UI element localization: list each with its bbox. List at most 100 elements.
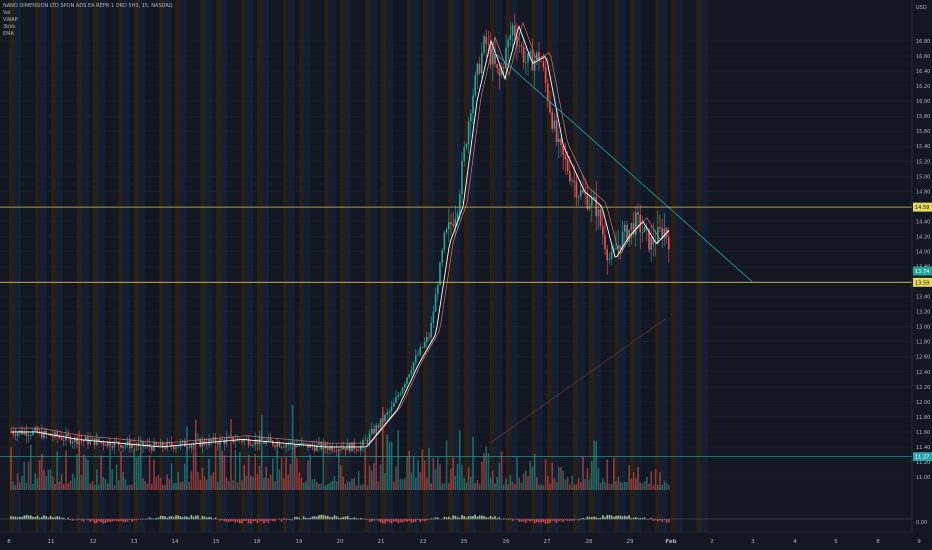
session-band-3-0 — [134, 0, 139, 532]
symbol-title[interactable]: NANO DIMENSION LTD SPON ADS EA REPR 1 OR… — [3, 3, 173, 9]
oscillator-bar-249 — [558, 519, 560, 521]
volume-bar-45 — [109, 449, 111, 490]
oscillator-bar-106 — [243, 519, 245, 521]
volume-bar-291 — [650, 471, 652, 490]
volume-bar-172 — [388, 442, 391, 490]
volume-bar-40 — [98, 484, 100, 490]
oscillator-bar-208 — [467, 516, 470, 520]
oscillator-bar-141 — [320, 514, 322, 520]
volume-bar-60 — [142, 478, 144, 490]
oscillator-bar-147 — [333, 515, 336, 520]
oscillator-bar-89 — [206, 517, 208, 520]
oscillator-bar-139 — [316, 516, 318, 520]
volume-bar-204 — [459, 430, 461, 490]
candle-body-218 — [489, 44, 492, 65]
candle-body-15 — [43, 430, 45, 438]
candle-body-152 — [344, 447, 347, 451]
oscillator-bar-255 — [571, 519, 573, 521]
candle-body-24 — [63, 439, 65, 441]
candle-body-14 — [41, 431, 43, 438]
candle-body-242 — [542, 61, 545, 68]
price-tick-22: 12.40 — [916, 370, 930, 376]
volume-bar-148 — [335, 481, 338, 490]
volume-bar-9 — [30, 444, 32, 490]
candle-body-139 — [316, 444, 318, 451]
session-band-13-0 — [547, 0, 553, 532]
candle-body-122 — [278, 442, 281, 448]
volume-bar-22 — [58, 481, 61, 490]
oscillator-bar-268 — [599, 517, 602, 520]
indicator-ema[interactable]: EMA — [3, 31, 14, 37]
oscillator-bar-260 — [582, 518, 584, 520]
candle-body-34 — [85, 437, 87, 441]
oscillator-bar-164 — [371, 519, 373, 522]
candle-body-151 — [342, 447, 344, 450]
indicator-vol[interactable]: Vol — [3, 10, 11, 16]
oscillator-bar-178 — [401, 519, 404, 523]
session-band-14-1 — [593, 0, 601, 532]
session-band-9-1 — [386, 0, 393, 532]
candle-body-52 — [124, 444, 127, 446]
price-tick-20: 12.80 — [916, 340, 930, 346]
candle-body-42 — [102, 442, 105, 445]
volume-bar-154 — [349, 481, 351, 490]
oscillator-bar-117 — [267, 519, 270, 523]
volume-bar-163 — [368, 465, 371, 490]
volume-bar-271 — [606, 459, 608, 490]
candle-body-32 — [80, 440, 83, 442]
price-tick-10: 14.80 — [916, 189, 930, 195]
volume-bar-73 — [170, 463, 173, 490]
volume-bar-109 — [250, 475, 252, 490]
candle-body-167 — [377, 425, 380, 428]
oscillator-bar-12 — [36, 515, 39, 520]
volume-bar-201 — [452, 457, 454, 490]
volume-bar-217 — [487, 453, 490, 490]
volume-bar-70 — [164, 485, 166, 490]
indicator-3bvu[interactable]: 3bVu — [3, 24, 16, 30]
oscillator-bar-54 — [129, 519, 131, 520]
oscillator-bar-159 — [360, 518, 362, 520]
candle-body-234 — [525, 62, 527, 64]
volume-bar-19 — [52, 476, 54, 490]
volume-bar-203 — [456, 463, 459, 490]
indicator-vwap[interactable]: VWAP — [3, 17, 18, 23]
session-band-1-2 — [77, 0, 82, 532]
volume-bar-33 — [82, 454, 85, 490]
candle-body-173 — [390, 406, 393, 412]
oscillator-bar-283 — [632, 517, 635, 520]
candle-body-86 — [199, 438, 201, 447]
candle-body-251 — [562, 145, 564, 155]
volume-bar-85 — [197, 471, 199, 490]
price-tick-29: 11.00 — [916, 475, 930, 481]
oscillator-bar-206 — [463, 516, 465, 520]
oscillator-bar-148 — [335, 516, 338, 520]
price-tick-23: 12.20 — [916, 385, 930, 391]
legend: NANO DIMENSION LTD SPON ADS EA REPR 1 OR… — [3, 3, 173, 38]
oscillator-bar-284 — [635, 517, 637, 520]
oscillator-bar-183 — [412, 519, 415, 523]
volume-bar-237 — [531, 466, 534, 490]
volume-bar-280 — [626, 481, 628, 490]
oscillator-bar-169 — [382, 519, 384, 524]
volume-bar-278 — [621, 482, 624, 490]
candle-body-212 — [476, 63, 479, 76]
oscillator-bar-137 — [311, 516, 314, 520]
oscillator-bar-78 — [181, 517, 184, 520]
oscillator-bar-16 — [45, 516, 47, 520]
oscillator-bar-231 — [518, 519, 520, 522]
candle-body-126 — [287, 444, 289, 446]
candle-body-291 — [650, 237, 652, 250]
candle-body-166 — [375, 425, 377, 434]
oscillator-bar-37 — [91, 519, 94, 521]
candle-body-261 — [584, 192, 586, 195]
candle-body-9 — [30, 434, 32, 436]
volume-bar-162 — [366, 485, 369, 490]
candle-body-75 — [175, 447, 177, 449]
candle-body-134 — [305, 443, 307, 445]
price-tick-24: 12.00 — [916, 400, 930, 406]
volume-bar-290 — [648, 483, 650, 490]
volume-bar-4 — [19, 482, 21, 490]
oscillator-bar-110 — [252, 519, 254, 522]
